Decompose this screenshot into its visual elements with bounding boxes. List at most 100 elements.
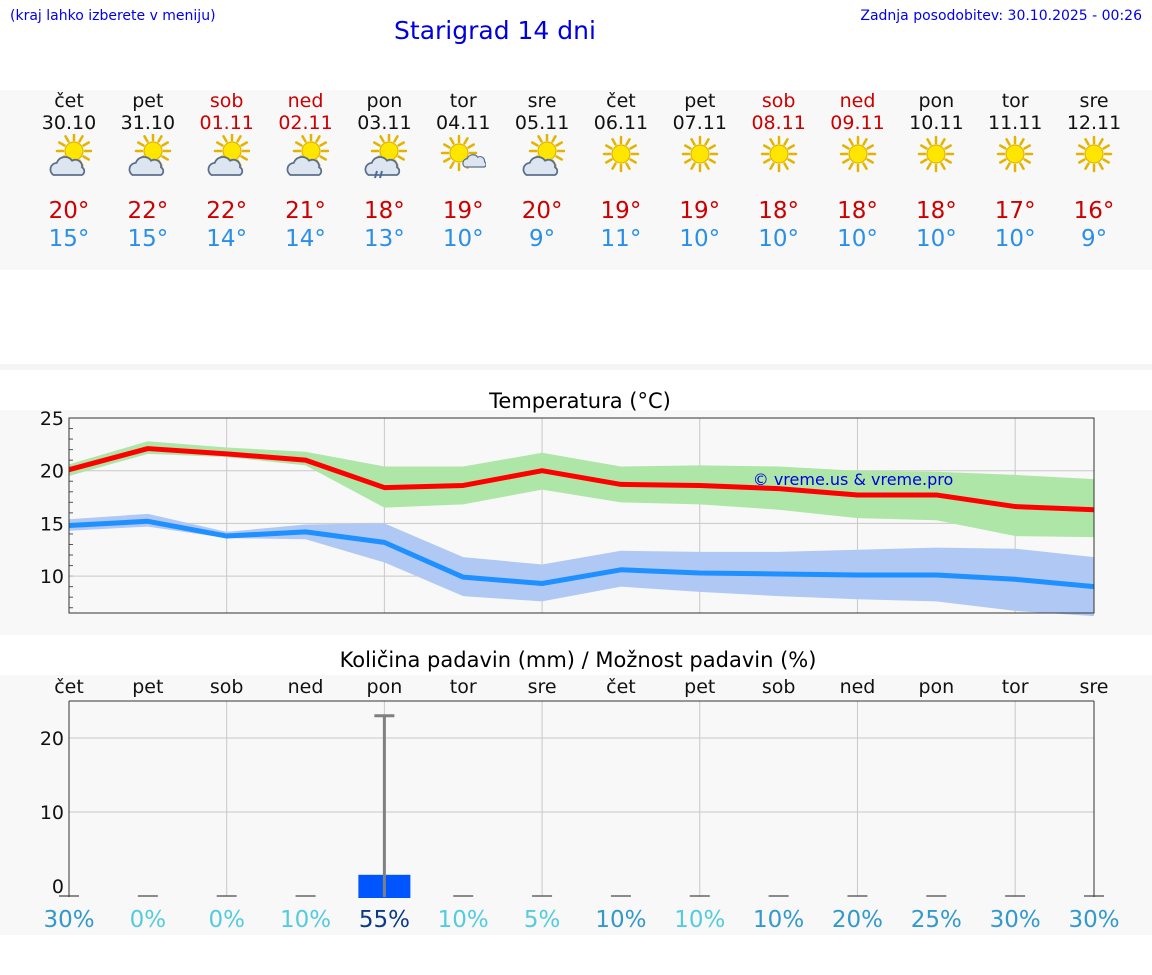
day-name: pet — [132, 90, 164, 112]
precipitation-probability: 30% — [43, 907, 94, 933]
day-date: 06.11 — [593, 112, 649, 134]
min-temperature: 14° — [206, 226, 248, 252]
day-date: 03.11 — [357, 112, 412, 134]
x-category-label: pet — [132, 676, 163, 698]
plot-frame — [68, 417, 1095, 614]
y-tick-label: 25 — [40, 408, 64, 430]
max-temperature: 18° — [915, 198, 957, 224]
x-category-label: ned — [288, 676, 324, 698]
x-category-label: sob — [762, 676, 796, 698]
day-date: 31.10 — [120, 112, 176, 134]
day-date: 12.11 — [1066, 112, 1122, 134]
max-temperature: 22° — [206, 198, 248, 224]
copyright-watermark: © vreme.us & vreme.pro — [753, 470, 954, 489]
y-tick-label: 10 — [40, 566, 64, 588]
x-category-label: tor — [450, 676, 477, 698]
page-title: Starigrad 14 dni — [394, 16, 596, 45]
max-temperature: 21° — [285, 198, 326, 224]
precipitation-probability: 25% — [911, 907, 962, 933]
max-temperature-line — [68, 446, 1095, 513]
sun-icon — [913, 134, 959, 180]
sun-icon — [1071, 134, 1117, 180]
day-name: pet — [684, 90, 716, 112]
precipitation-chart: Količina padavin (mm) / Možnost padavin … — [40, 648, 1120, 933]
min-temperature: 15° — [48, 226, 90, 252]
day-date: 04.11 — [436, 112, 491, 134]
sun-icon — [992, 134, 1038, 180]
sun-behind-cloud-icon — [46, 132, 93, 180]
max-temperature: 19° — [600, 198, 642, 224]
max-temperature: 17° — [994, 198, 1036, 224]
x-category-label: sob — [210, 676, 244, 698]
max-temperature: 18° — [837, 198, 878, 224]
sun-small-cloud-icon — [440, 134, 487, 180]
y-tick-label: 20 — [40, 728, 64, 750]
precipitation-probability: 10% — [438, 907, 489, 933]
day-name: pon — [366, 90, 403, 112]
day-date: 10.11 — [909, 112, 964, 134]
min-temperature: 10° — [679, 226, 721, 252]
y-tick-label: 15 — [40, 513, 64, 535]
min-temperature: 9° — [1080, 226, 1108, 252]
day-name: sre — [527, 90, 557, 112]
min-temperature: 15° — [127, 226, 169, 252]
max-temperature: 18° — [758, 198, 800, 224]
day-date: 05.11 — [514, 112, 570, 134]
section-divider — [0, 364, 1152, 370]
sun-behind-cloud-icon — [204, 132, 250, 180]
precipitation-probability: 5% — [524, 907, 561, 933]
sun-icon — [677, 134, 723, 180]
last-updated: Zadnja posodobitev: 30.10.2025 - 00:26 — [860, 8, 1142, 24]
x-category-label: sre — [1080, 676, 1109, 698]
y-tick-label: 20 — [40, 461, 64, 483]
day-date: 30.10 — [41, 112, 97, 134]
day-name: sob — [209, 90, 244, 112]
sun-behind-cloud-icon — [125, 132, 172, 180]
min-temperature: 10° — [994, 226, 1036, 252]
precipitation-probability: 30% — [1068, 907, 1119, 933]
day-date: 11.11 — [987, 112, 1043, 134]
x-category-label: čet — [54, 676, 84, 698]
precipitation-probability: 55% — [359, 907, 410, 933]
x-category-label: čet — [606, 676, 636, 698]
sun-icon — [756, 134, 802, 180]
precipitation-probability: 30% — [990, 907, 1041, 933]
day-date: 01.11 — [199, 112, 254, 134]
temperature-chart-title: Temperatura (°C) — [488, 389, 671, 413]
day-date: 02.11 — [278, 112, 333, 134]
max-temperature: 20° — [521, 198, 563, 224]
min-temperature: 9° — [529, 226, 556, 252]
location-menu-hint[interactable]: (kraj lahko izberete v meniju) — [10, 8, 216, 24]
max-temperature: 16° — [1073, 198, 1115, 224]
day-name: tor — [449, 90, 477, 112]
day-date: 08.11 — [751, 112, 806, 134]
max-temperature: 20° — [48, 198, 90, 224]
min-temperature: 10° — [915, 226, 957, 252]
precipitation-probability: 10% — [280, 907, 331, 933]
temperature-chart: Temperatura (°C) 10 15 20 25 © vreme.us & vre… — [40, 389, 1095, 617]
max-temperature: 22° — [127, 198, 169, 224]
precipitation-chart-title: Količina padavin (mm) / Možnost padavin … — [340, 648, 817, 672]
sun-behind-cloud-icon — [283, 132, 329, 180]
max-temperature: 19° — [442, 198, 484, 224]
x-category-label: pon — [918, 676, 954, 698]
day-name: ned — [839, 90, 876, 112]
precipitation-probability: 10% — [753, 907, 804, 933]
x-category-label: sre — [528, 676, 557, 698]
x-category-label: tor — [1002, 676, 1029, 698]
plot-area — [69, 701, 1094, 897]
min-temperature: 13° — [364, 226, 405, 252]
min-temperature: 14° — [285, 226, 326, 252]
sun-behind-cloud-icon — [519, 132, 566, 180]
precipitation-probability: 10% — [595, 907, 646, 933]
day-name: sre — [1079, 90, 1109, 112]
min-temperature: 10° — [442, 226, 484, 252]
precipitation-probability: 0% — [208, 907, 245, 933]
min-temperature: 10° — [758, 226, 800, 252]
min-temperature-line — [68, 518, 1095, 590]
min-temperature: 11° — [600, 226, 642, 252]
day-name: čet — [606, 90, 636, 112]
precipitation-probability: 10% — [674, 907, 725, 933]
day-name: tor — [1001, 90, 1029, 112]
day-name: sob — [761, 90, 796, 112]
